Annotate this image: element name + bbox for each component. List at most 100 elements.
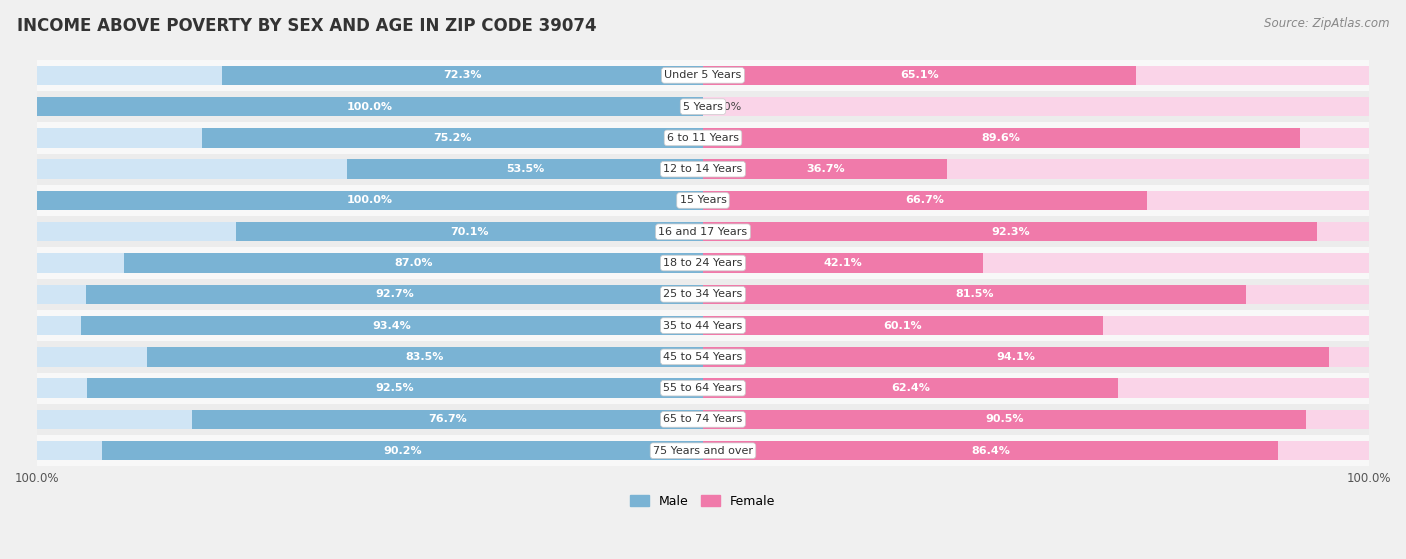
Text: 83.5%: 83.5% <box>406 352 444 362</box>
Text: 89.6%: 89.6% <box>981 133 1021 143</box>
Bar <box>103 441 703 461</box>
Bar <box>124 253 703 273</box>
Bar <box>37 441 703 461</box>
Bar <box>703 65 1136 85</box>
Bar <box>703 285 1246 304</box>
Bar <box>703 441 1278 461</box>
Bar <box>193 410 703 429</box>
Text: 62.4%: 62.4% <box>891 383 931 393</box>
Bar <box>37 279 1369 310</box>
Text: 53.5%: 53.5% <box>506 164 544 174</box>
Bar <box>703 410 1369 429</box>
Bar <box>37 316 703 335</box>
Text: 86.4%: 86.4% <box>972 446 1010 456</box>
Bar <box>347 159 703 179</box>
Text: 60.1%: 60.1% <box>884 321 922 330</box>
Bar <box>703 65 1369 85</box>
Bar <box>37 128 703 148</box>
Bar <box>703 378 1118 398</box>
Bar <box>703 285 1369 304</box>
Text: 15 Years: 15 Years <box>679 196 727 206</box>
Bar <box>86 285 703 304</box>
Text: 100.0%: 100.0% <box>347 196 394 206</box>
Bar <box>202 128 703 148</box>
Text: 55 to 64 Years: 55 to 64 Years <box>664 383 742 393</box>
Text: 0.0%: 0.0% <box>713 102 741 112</box>
Bar <box>37 285 703 304</box>
Bar <box>37 191 703 210</box>
Text: 70.1%: 70.1% <box>450 227 489 237</box>
Bar <box>703 191 1369 210</box>
Bar <box>703 441 1369 461</box>
Bar <box>37 65 703 85</box>
Bar <box>703 128 1299 148</box>
Bar <box>82 316 703 335</box>
Bar <box>37 159 703 179</box>
Bar <box>37 185 1369 216</box>
Bar <box>37 91 1369 122</box>
Bar <box>37 97 703 116</box>
Bar <box>703 222 1369 241</box>
Text: 6 to 11 Years: 6 to 11 Years <box>666 133 740 143</box>
Bar <box>87 378 703 398</box>
Text: 94.1%: 94.1% <box>997 352 1036 362</box>
Text: 65 to 74 Years: 65 to 74 Years <box>664 414 742 424</box>
Bar <box>703 159 1369 179</box>
Text: 90.2%: 90.2% <box>384 446 422 456</box>
Bar <box>703 159 948 179</box>
Bar <box>703 347 1330 367</box>
Bar <box>703 316 1369 335</box>
Bar <box>703 316 1104 335</box>
Text: 81.5%: 81.5% <box>955 290 994 299</box>
Bar <box>703 410 1306 429</box>
Text: 92.7%: 92.7% <box>375 290 413 299</box>
Text: 45 to 54 Years: 45 to 54 Years <box>664 352 742 362</box>
Bar <box>37 154 1369 185</box>
Bar <box>37 310 1369 341</box>
Bar <box>37 191 703 210</box>
Text: 100.0%: 100.0% <box>347 102 394 112</box>
Bar <box>37 378 703 398</box>
Text: 72.3%: 72.3% <box>443 70 482 80</box>
Legend: Male, Female: Male, Female <box>626 490 780 513</box>
Bar <box>37 404 1369 435</box>
Bar <box>236 222 703 241</box>
Bar <box>37 410 703 429</box>
Bar <box>37 122 1369 154</box>
Text: Source: ZipAtlas.com: Source: ZipAtlas.com <box>1264 17 1389 30</box>
Bar <box>703 191 1147 210</box>
Text: 16 and 17 Years: 16 and 17 Years <box>658 227 748 237</box>
Bar <box>37 60 1369 91</box>
Text: 65.1%: 65.1% <box>900 70 939 80</box>
Bar <box>37 97 703 116</box>
Text: 92.3%: 92.3% <box>991 227 1029 237</box>
Bar <box>703 97 1369 116</box>
Text: 92.5%: 92.5% <box>375 383 415 393</box>
Bar <box>37 222 703 241</box>
Text: 75.2%: 75.2% <box>433 133 472 143</box>
Text: 18 to 24 Years: 18 to 24 Years <box>664 258 742 268</box>
Bar <box>148 347 703 367</box>
Bar <box>703 222 1317 241</box>
Text: 5 Years: 5 Years <box>683 102 723 112</box>
Bar <box>37 248 1369 279</box>
Text: 25 to 34 Years: 25 to 34 Years <box>664 290 742 299</box>
Bar <box>703 253 1369 273</box>
Bar <box>703 253 983 273</box>
Bar <box>37 341 1369 372</box>
Text: 12 to 14 Years: 12 to 14 Years <box>664 164 742 174</box>
Text: 42.1%: 42.1% <box>824 258 862 268</box>
Bar <box>703 347 1369 367</box>
Bar <box>222 65 703 85</box>
Bar <box>37 435 1369 466</box>
Text: 93.4%: 93.4% <box>373 321 412 330</box>
Bar <box>703 378 1369 398</box>
Text: 66.7%: 66.7% <box>905 196 945 206</box>
Bar <box>37 372 1369 404</box>
Bar <box>37 347 703 367</box>
Text: 76.7%: 76.7% <box>429 414 467 424</box>
Text: 75 Years and over: 75 Years and over <box>652 446 754 456</box>
Text: 36.7%: 36.7% <box>806 164 845 174</box>
Text: 35 to 44 Years: 35 to 44 Years <box>664 321 742 330</box>
Bar <box>37 216 1369 248</box>
